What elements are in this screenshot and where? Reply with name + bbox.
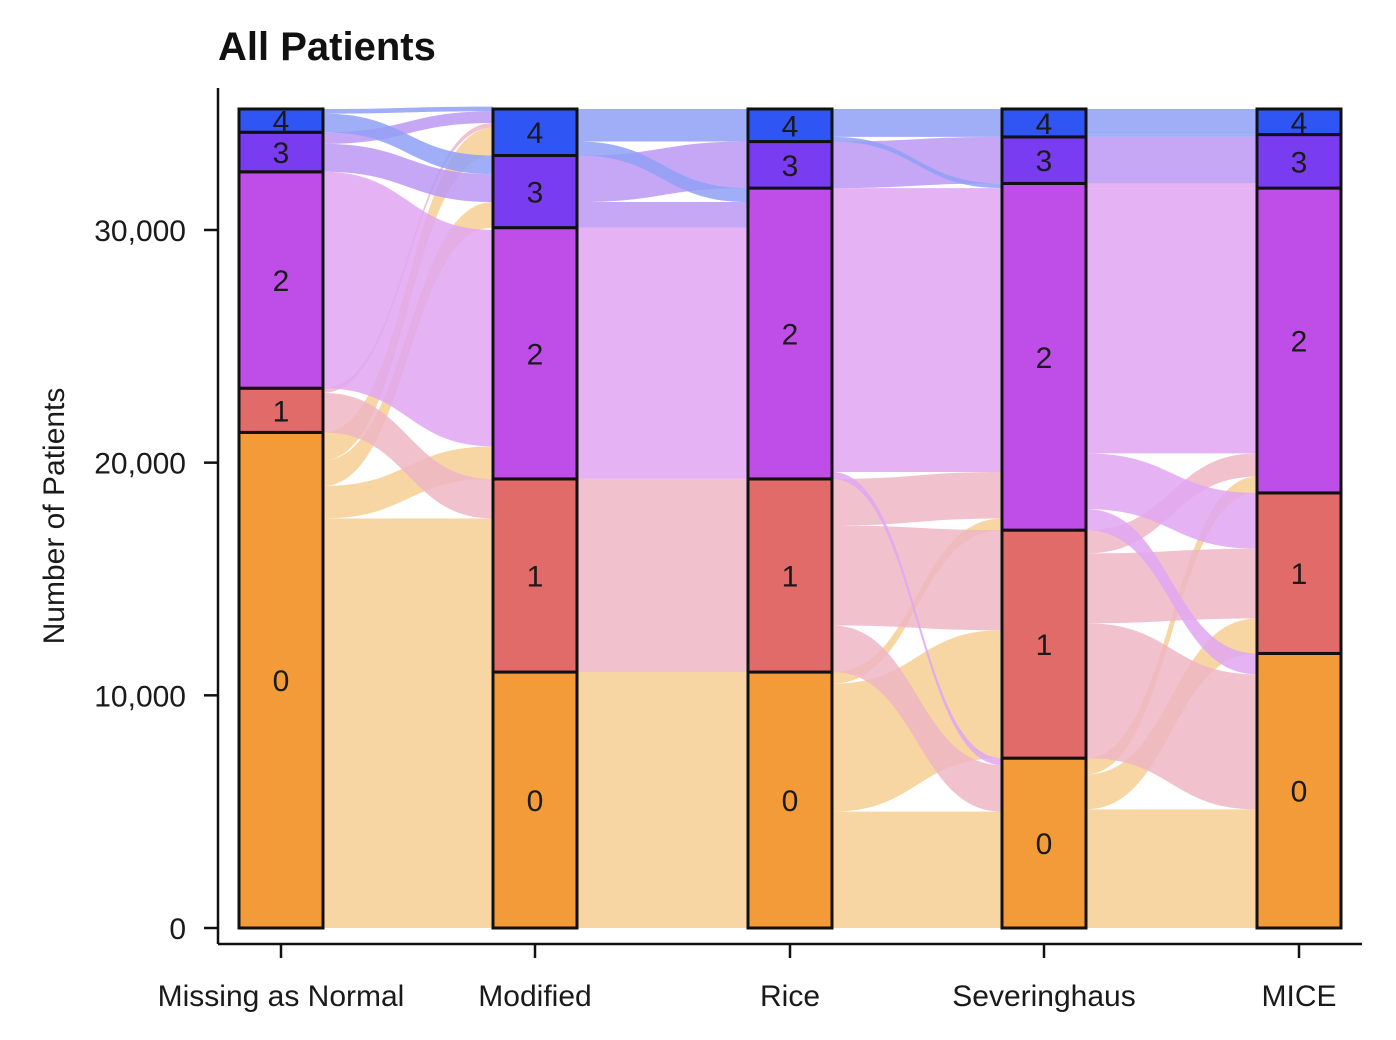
segment-label-4-3: 3 [1291, 146, 1308, 179]
flow-2-0-to-0-0 [832, 811, 1002, 928]
flow-3-2-to-1-7 [1086, 453, 1257, 549]
x-tick-label-2: Rice [760, 980, 820, 1013]
bar-2-category-1 [746, 477, 834, 674]
flow-1-2-to-2-2 [577, 227, 748, 479]
bar-1-category-3 [491, 154, 579, 230]
segment-label-3-3: 3 [1036, 145, 1053, 178]
segment-label-4-0: 0 [1291, 776, 1308, 809]
segment-label-3-2: 2 [1036, 342, 1053, 375]
axes: 0 10,000 20,000 30,000 Missing as Normal Mod… [94, 88, 1362, 1013]
flow-3-2-to-2-8 [1086, 188, 1257, 454]
x-tick-label-4: MICE [1262, 980, 1337, 1013]
flow-1-4-to-4-6 [577, 108, 748, 142]
y-tick-label-1: 10,000 [94, 680, 186, 713]
segment-label-0-0: 0 [273, 665, 290, 698]
flow-0-1-to-1-5 [323, 392, 493, 519]
bar-4-category-4 [1255, 107, 1343, 137]
bar-1-category-1 [491, 477, 579, 674]
x-ticks: Missing as Normal Modified Rice Severinghau… [158, 944, 1337, 1013]
segment-label-1-0: 0 [527, 785, 544, 818]
bar-3-category-3 [1000, 135, 1088, 185]
bar-2-category-2 [746, 186, 834, 481]
segment-label-1-1: 1 [527, 560, 544, 593]
y-tick-label-3: 30,000 [94, 215, 186, 248]
flow-0-4-to-4-11 [323, 106, 493, 114]
segment-label-0-3: 3 [273, 137, 290, 170]
segment-label-2-2: 2 [782, 319, 799, 352]
flow-0-0-to-0-0 [323, 672, 493, 928]
flow-2-2-to-0-6 [832, 471, 1002, 766]
segment-label-1-2: 2 [527, 338, 544, 371]
bar-0-category-4 [237, 107, 325, 134]
flow-1-4-to-2-5 [577, 141, 748, 203]
y-tick-label-0: 0 [169, 913, 186, 946]
flow-3-1-to-0-3 [1086, 623, 1257, 810]
flow-2-4-to-2-9 [832, 136, 1002, 189]
flow-0-3-to-3-8 [323, 143, 493, 203]
bar-1-category-4 [491, 107, 579, 158]
bar-0-category-2 [237, 170, 325, 390]
bar-1-category-2 [491, 226, 579, 481]
flow-2-1-to-0-3 [832, 625, 1002, 812]
bar-4-category-3 [1255, 133, 1343, 190]
bar-0-category-1 [237, 386, 325, 434]
segment-label-2-4: 4 [782, 110, 799, 143]
flow-0-0-to-2-2 [323, 446, 493, 519]
segment-label-2-0: 0 [782, 785, 799, 818]
bar-0-category-3 [237, 130, 325, 174]
bar-3-category-1 [1000, 528, 1088, 760]
segment-label-4-4: 4 [1291, 107, 1308, 140]
flow-0-4-to-3-10 [323, 113, 493, 175]
x-tick-label-3: Severinghaus [952, 980, 1135, 1013]
y-tick-label-2: 20,000 [94, 448, 186, 481]
segment-label-2-1: 1 [782, 560, 799, 593]
segment-label-1-3: 3 [527, 177, 544, 210]
flow-1-1-to-1-1 [577, 478, 748, 673]
y-ticks: 0 10,000 20,000 30,000 [94, 215, 218, 946]
bar-3-category-4 [1000, 107, 1088, 139]
flow-2-1-to-2-5 [832, 471, 1002, 526]
x-tick-label-0: Missing as Normal [158, 980, 405, 1013]
flow-3-0-to-0-0 [1086, 809, 1257, 928]
bar-2-category-3 [746, 140, 834, 190]
flow-3-4-to-3-11 [1086, 134, 1257, 137]
flow-1-0-to-0-0 [577, 672, 748, 928]
segment-label-3-1: 1 [1036, 629, 1053, 662]
segment-label-0-2: 2 [273, 265, 290, 298]
flow-3-2-to-3-9 [1086, 183, 1257, 189]
chart-title: All Patients [218, 25, 436, 69]
flow-3-4-to-4-12 [1086, 108, 1257, 135]
flow-3-2-to-0-6 [1086, 509, 1257, 675]
flow-0-2-to-2-7 [323, 171, 493, 447]
bar-1-category-0 [491, 670, 579, 930]
segment-label-3-4: 4 [1036, 108, 1053, 141]
flow-0-0-to-1-1 [323, 518, 493, 673]
flow-3-0-to-2-2 [1086, 476, 1257, 775]
flow-layer [323, 106, 1257, 928]
segment-label-2-3: 3 [782, 150, 799, 183]
bar-2-category-0 [746, 670, 834, 930]
segment-label-0-4: 4 [273, 106, 290, 139]
segment-label-3-0: 0 [1036, 828, 1053, 861]
bar-2-category-4 [746, 107, 834, 144]
y-axis-label: Number of Patients [38, 388, 71, 645]
segment-label-4-1: 1 [1291, 558, 1308, 591]
segment-label-1-4: 4 [527, 117, 544, 150]
segment-label-4-2: 2 [1291, 325, 1308, 358]
flow-3-3-to-3-10 [1086, 136, 1257, 184]
bar-4-category-1 [1255, 491, 1343, 655]
segment-label-0-1: 1 [273, 395, 290, 428]
flow-2-4-to-4-10 [832, 108, 1002, 137]
bar-0-category-0 [237, 430, 325, 930]
flow-1-3-to-2-3 [577, 202, 748, 228]
flow-2-2-to-2-7 [832, 188, 1002, 472]
bar-3-category-0 [1000, 756, 1088, 930]
flow-2-1-to-1-4 [832, 525, 1002, 631]
x-tick-label-1: Modified [478, 980, 591, 1013]
